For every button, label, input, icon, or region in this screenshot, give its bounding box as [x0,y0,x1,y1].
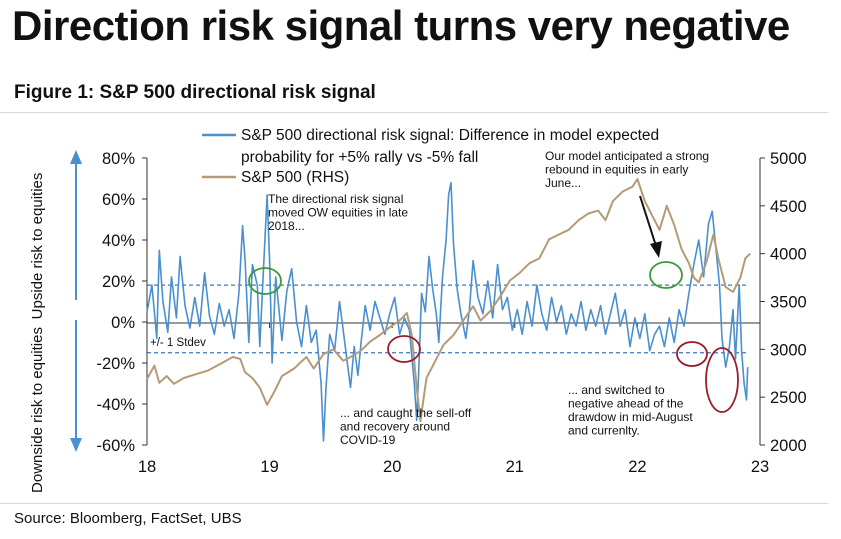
legend-label-spx: S&P 500 (RHS) [241,169,349,186]
annotation-text-a4: and currenlty. [568,424,640,438]
tick-labels: 80% 60% 40% 20% 0% -20% -40% -60% 5000 4500 4000 35… [96,150,806,476]
annotation-text-a4: drawdow in mid-August [568,410,693,424]
source-note: Source: Bloomberg, FactSet, UBS [14,510,242,527]
left-tick-label: 20% [102,273,135,291]
green-ellipse-2018 [248,267,282,295]
left-tick-label: 60% [102,191,135,209]
annotation-text-a3: Our model anticipated a strong [545,149,709,163]
annotation-text-a1: The directional risk signal [268,192,403,206]
right-tick-label: 2000 [770,437,807,455]
annotation-text-a1: 2018... [268,219,305,233]
red-ellipse-current [705,347,739,413]
annotation-text-a3: June... [545,176,581,190]
annotation-text-a4: ... and switched to [568,383,665,397]
left-tick-label: -20% [96,355,135,373]
red-ellipse-2020 [387,335,421,363]
series [146,178,751,442]
left-tick-label: 80% [102,150,135,168]
left-tick-label: 40% [102,232,135,250]
red-ellipse-aug22 [676,341,708,367]
down-arrow-icon [70,438,82,452]
x-tick-label: 20 [383,458,401,476]
headline: Direction risk signal turns very negativ… [12,2,790,49]
right-tick-label: 4000 [770,246,807,264]
june-pointer-line [639,195,657,247]
x-tick-label: 19 [260,458,278,476]
legend-label-signal-line1: S&P 500 directional risk signal: Differe… [241,127,659,144]
left-tick-label: -40% [96,396,135,414]
right-tick-label: 5000 [770,150,807,168]
right-tick-label: 3000 [770,341,807,359]
left-tick-label: 0% [111,314,135,332]
annotation-text-a1: moved OW equities in late [268,206,408,220]
x-tick-label: 22 [628,458,646,476]
downside-axis-label: Downside risk to equities [29,327,46,493]
upside-axis-label: Upside risk to equities [29,173,46,320]
x-tick-label: 21 [506,458,524,476]
figure-title: Figure 1: S&P 500 directional risk signa… [14,82,376,103]
annotation-text-a2: COVID-19 [340,433,396,447]
annotation-text-a3: rebound in equities in early [545,163,688,177]
stdev-band-label: +/- 1 Stdev [150,337,206,349]
annotation-text-a4: negative ahead of the [568,397,684,411]
june-pointer-arrowhead [650,241,662,258]
signal-line [146,181,749,442]
spx-line [146,178,751,423]
x-tick-label: 23 [751,458,769,476]
right-tick-label: 3500 [770,294,807,312]
up-arrow-icon [70,150,82,164]
top-divider [0,112,828,113]
right-tick-label: 2500 [770,389,807,407]
annotation-text-a2: and recovery around [340,420,450,434]
annotation-text-a2: ... and caught the sell-off [340,406,472,420]
x-tick-label: 18 [138,458,156,476]
green-ellipse-2022 [649,261,683,289]
legend-label-signal-line2: probability for +5% rally vs -5% fall [241,149,478,166]
left-tick-label: -60% [96,437,135,455]
right-tick-label: 4500 [770,198,807,216]
bottom-divider [0,503,828,504]
